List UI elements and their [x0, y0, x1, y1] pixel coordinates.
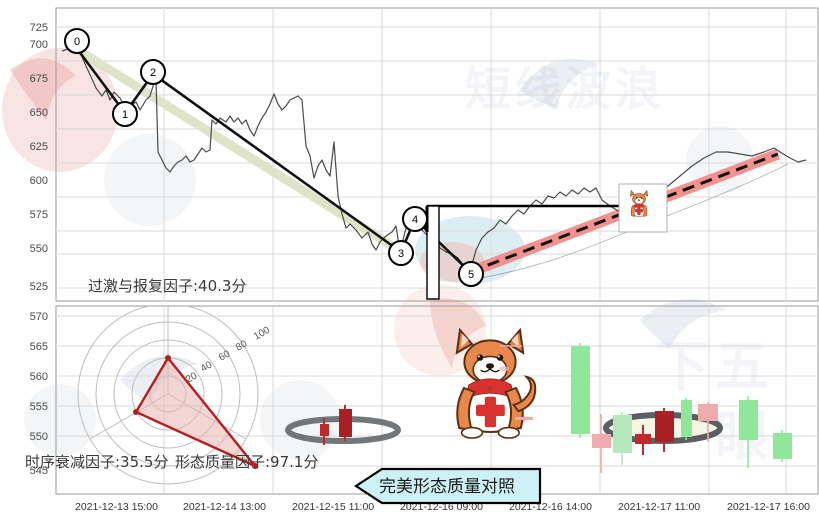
- y-tick: 545: [30, 465, 48, 477]
- lower-chart-panel: 570 565 560 555 550 545: [25, 305, 819, 495]
- measure-bracket: [427, 204, 624, 212]
- radar-tick-100: 100: [252, 325, 272, 343]
- radar-chart: 20 40 60 80 100: [77, 306, 272, 485]
- y-tick: 570: [30, 311, 48, 323]
- upper-y-axis-labels: 725 700 675 650 625 600 575 550 525: [30, 22, 48, 293]
- radar-vertex: [252, 463, 258, 469]
- radar-tick-20: 20: [184, 370, 200, 385]
- y-tick: 675: [30, 73, 48, 85]
- y-tick: 565: [30, 341, 48, 353]
- watermark-lower-1: 下五: [655, 335, 775, 398]
- candle-group-left: [320, 405, 352, 445]
- lower-y-axis-labels: 570 565 560 555 550 545: [30, 311, 48, 477]
- uptrend-dashed-line: [469, 152, 779, 274]
- wave-marker-label: 4: [412, 214, 418, 226]
- candle: [681, 398, 692, 440]
- wave-marker-label: 0: [74, 36, 80, 48]
- radar-tick-40: 40: [199, 359, 215, 374]
- wave-marker-2[interactable]: 2: [140, 59, 166, 85]
- y-tick: 560: [30, 371, 48, 383]
- wave-marker-3[interactable]: 3: [388, 240, 414, 266]
- y-tick: 550: [30, 243, 48, 255]
- shiba-inu-mascot: [455, 327, 537, 439]
- upper-chart-panel: 725 700 675 650 625 600 575 550 525: [30, 7, 819, 302]
- radar-vertex: [133, 409, 139, 415]
- candle: [592, 414, 611, 473]
- wave-marker-label: 2: [150, 67, 156, 79]
- candle: [773, 430, 792, 462]
- candle: [698, 402, 718, 442]
- radar-tick-60: 60: [217, 348, 233, 363]
- candle: [655, 408, 674, 452]
- candle: [635, 425, 651, 455]
- y-tick: 575: [30, 209, 48, 221]
- x-tick: 2021-12-17 16:00: [727, 501, 810, 513]
- wave-marker-label: 5: [468, 269, 474, 281]
- wave-marker-0[interactable]: 0: [64, 28, 90, 54]
- price-line: [61, 47, 807, 273]
- factor-bottom-right-label: 形态质量因子:97.1分: [175, 453, 318, 471]
- y-tick: 625: [30, 141, 48, 153]
- callout-banner-label: 完美形态质量对照: [379, 477, 515, 497]
- watermark-main: 短线波浪: [465, 62, 665, 116]
- radar-vertex: [165, 355, 171, 361]
- candle: [571, 343, 590, 438]
- candlestick-series: [515, 343, 792, 473]
- radar-tick-80: 80: [234, 338, 250, 353]
- factor-top-label: 过激与报复因子:40.3分: [88, 277, 246, 295]
- wave-markers: 0 1 2 3 4: [64, 28, 484, 287]
- factor-bottom-left-label: 时序衰减因子:35.5分: [25, 453, 168, 471]
- radar-polygon: [134, 355, 256, 468]
- wave-marker-4[interactable]: 4: [402, 206, 428, 232]
- y-tick: 700: [30, 39, 48, 51]
- y-tick: 600: [30, 175, 48, 187]
- x-tick: 2021-12-13 15:00: [75, 501, 158, 513]
- x-tick: 2021-12-17 11:00: [618, 501, 700, 513]
- shiba-inu-icon: [629, 189, 649, 217]
- measure-box: [426, 205, 440, 300]
- wave-marker-label: 3: [398, 248, 404, 260]
- downtrend-band: [75, 46, 405, 256]
- y-tick: 650: [30, 107, 48, 119]
- candle: [739, 396, 758, 468]
- x-tick: 2021-12-15 11:00: [292, 501, 374, 513]
- candle: [515, 416, 533, 422]
- radar-tick-labels: 20 40 60 80 100: [184, 325, 272, 386]
- y-tick: 550: [30, 431, 48, 443]
- callout-banner[interactable]: 完美形态质量对照: [353, 467, 542, 505]
- wave-marker-5[interactable]: 5: [458, 261, 484, 287]
- shiba-inu-icon-box[interactable]: [618, 183, 668, 233]
- x-axis-labels: 2021-12-13 15:00 2021-12-14 13:00 2021-1…: [75, 501, 810, 513]
- wave-marker-1[interactable]: 1: [112, 101, 138, 127]
- y-tick: 555: [30, 401, 48, 413]
- y-tick: 525: [30, 281, 48, 293]
- wave-marker-label: 1: [122, 109, 128, 121]
- y-tick: 725: [30, 22, 48, 34]
- candle: [613, 412, 632, 465]
- x-tick: 2021-12-14 13:00: [183, 501, 266, 513]
